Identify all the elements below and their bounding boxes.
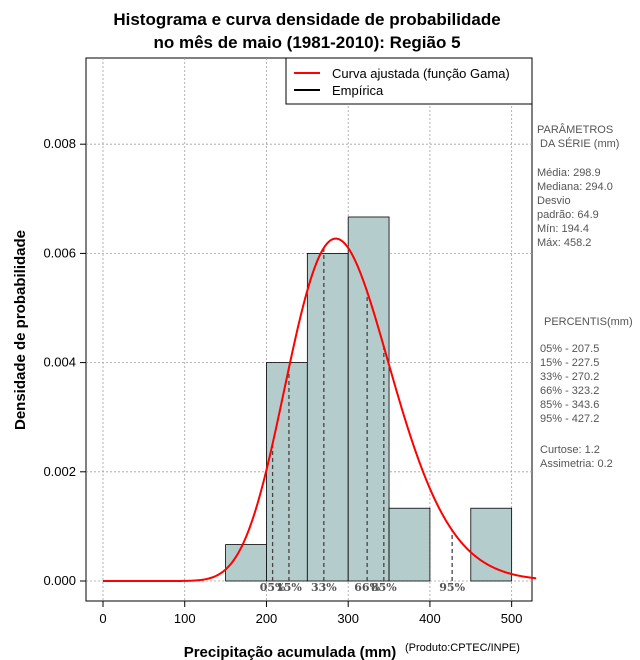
legend: Curva ajustada (função Gama) Empírica xyxy=(285,57,533,105)
axes-layer: 0 100 200 300 400 500 0.000 0.002 0.004 0.006 0.00… xyxy=(43,136,522,626)
assimetria: Assimetria: 0.2 xyxy=(540,458,613,470)
x-tick-label: 100 xyxy=(174,611,196,626)
param-media: Média: 298.9 xyxy=(537,167,601,179)
curtose: Curtose: 1.2 xyxy=(540,444,600,456)
x-tick-label: 500 xyxy=(501,611,523,626)
percentile-label: 95% xyxy=(439,581,465,594)
bars-layer xyxy=(225,216,513,582)
param-max: Máx: 458.2 xyxy=(537,237,591,249)
params-title-2: DA SÉRIE (mm) xyxy=(540,137,619,150)
param-min: Mín: 194.4 xyxy=(537,223,589,235)
percentile-05: 05% - 207.5 xyxy=(540,343,599,355)
percentile-label: 66% xyxy=(354,581,380,594)
histogram-bar xyxy=(347,216,390,582)
chart-title-line-1: Histograma e curva densidade de probabil… xyxy=(113,10,500,29)
param-desvio-1: Desvio xyxy=(537,195,571,207)
legend-empirical-label: Empírica xyxy=(332,83,384,98)
percentile-66: 66% - 323.2 xyxy=(540,385,599,397)
percentile-label: 33% xyxy=(311,581,337,594)
y-axis-title: Densidade de probabilidade xyxy=(12,230,29,430)
x-tick-label: 200 xyxy=(256,611,278,626)
percentile-85: 85% - 343.6 xyxy=(540,399,599,411)
x-axis-title: Precipitação acumulada (mm) xyxy=(184,644,397,660)
y-tick-label: 0.006 xyxy=(43,245,76,260)
legend-curve-label: Curva ajustada (função Gama) xyxy=(332,66,510,81)
params-title-1: PARÂMETROS xyxy=(537,123,613,136)
percentiles-panel: PERCENTIS(mm) 05% - 207.5 15% - 227.5 33… xyxy=(540,316,633,470)
credit-text: (Produto:CPTEC/INPE) xyxy=(405,642,520,654)
histogram-bar xyxy=(266,362,308,582)
y-tick-label: 0.000 xyxy=(43,573,76,588)
gamma-fit-curve xyxy=(103,237,537,582)
percentis-title: PERCENTIS(mm) xyxy=(544,316,633,328)
percentile-15: 15% - 227.5 xyxy=(540,357,599,369)
y-tick-label: 0.004 xyxy=(43,355,76,370)
param-desvio-2: padrão: 64.9 xyxy=(537,209,599,221)
series-parameters-panel: PARÂMETROS DA SÉRIE (mm) Média: 298.9 Me… xyxy=(537,123,619,249)
param-mediana: Mediana: 294.0 xyxy=(537,181,613,193)
percentile-95: 95% - 427.2 xyxy=(540,413,599,425)
chart-title-line-2: no mês de maio (1981-2010): Região 5 xyxy=(153,33,460,52)
percentile-layer: 05%15% 33% 66%85% 95% xyxy=(260,247,466,594)
y-tick-label: 0.008 xyxy=(43,136,76,151)
percentile-label: 15% xyxy=(276,581,302,594)
x-tick-label: 300 xyxy=(337,611,359,626)
y-tick-label: 0.002 xyxy=(43,464,76,479)
curve-layer xyxy=(103,237,537,582)
percentile-label: 05% xyxy=(260,581,286,594)
percentile-33: 33% - 270.2 xyxy=(540,371,599,383)
legend-box xyxy=(285,57,533,105)
x-tick-label: 0 xyxy=(99,611,106,626)
histogram-bar xyxy=(470,507,513,582)
histogram-bar xyxy=(306,252,349,582)
histogram-bar xyxy=(388,507,431,582)
percentile-label: 85% xyxy=(371,581,397,594)
x-tick-label: 400 xyxy=(419,611,441,626)
